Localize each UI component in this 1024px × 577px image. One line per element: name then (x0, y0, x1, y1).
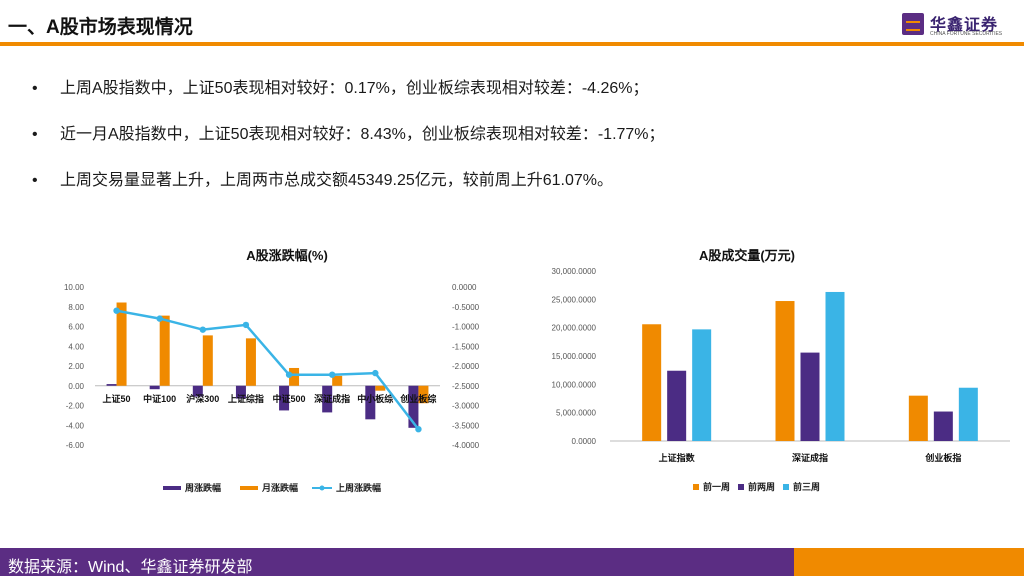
footer-accent (794, 548, 1024, 576)
line-point (372, 369, 379, 377)
bar-weekly (408, 385, 419, 428)
legend-swatch (693, 484, 699, 490)
bar-volume (825, 291, 845, 441)
legend-swatch (738, 484, 744, 490)
bar-volume (642, 324, 662, 441)
legend-marker (319, 485, 325, 491)
y-tick-left: 10.00 (64, 283, 85, 292)
bar-weekly (192, 385, 203, 397)
y-tick-right: -2.5000 (452, 382, 480, 391)
line-point (156, 315, 163, 322)
y-tick: 15,000.0000 (552, 352, 597, 361)
y-tick-right: -0.5000 (452, 303, 480, 312)
logo-subtitle: CHINA FORTUNE SECURITIES (930, 31, 1003, 37)
line-point (199, 326, 207, 333)
legend-label: 月涨跌幅 (261, 482, 298, 493)
y-tick-left: 0.00 (68, 382, 84, 391)
x-tick-label: 深证成指 (792, 452, 828, 463)
x-tick-label: 上证指数 (659, 452, 696, 463)
x-tick-label: 沪深300 (186, 393, 219, 404)
y-tick: 0.0000 (572, 437, 597, 446)
legend-swatch (240, 486, 258, 490)
summary-bullets: 上周A股指数中，上证50表现相对较好：0.17%，创业板综表现相对较差：-4.2… (30, 76, 990, 214)
legend-label: 前两周 (748, 481, 775, 492)
y-tick-left: -6.00 (66, 441, 85, 450)
chart-title: A股涨跌幅(%) (246, 248, 328, 263)
bar-volume (933, 411, 953, 441)
bar-volume (692, 329, 712, 441)
x-tick-label: 中证100 (143, 393, 176, 404)
bar-weekly (322, 385, 333, 413)
y-tick: 10,000.0000 (552, 380, 597, 389)
data-source: 数据来源：Wind、华鑫证券研发部 (8, 559, 253, 576)
chart-title: A股成交量(万元) (699, 248, 795, 263)
header-divider (0, 42, 1024, 46)
bar-weekly (106, 384, 117, 386)
y-tick-left: -2.00 (66, 402, 85, 411)
x-tick-label: 中证500 (273, 393, 306, 404)
x-tick-label: 上证综指 (228, 393, 264, 404)
bar-weekly (235, 385, 246, 399)
bar-weekly (279, 385, 290, 411)
line-point (285, 371, 293, 378)
bar-volume (667, 370, 687, 441)
x-tick-label: 创业板综 (399, 393, 436, 404)
y-tick: 25,000.0000 (552, 295, 597, 304)
y-tick-right: -3.0000 (452, 402, 480, 411)
legend-swatch (783, 484, 789, 490)
legend-label: 前三周 (793, 481, 820, 492)
y-tick: 5,000.0000 (556, 409, 597, 418)
legend-label: 上周涨跌幅 (336, 482, 381, 493)
bar-volume (958, 387, 978, 441)
bullet-item: 上周A股指数中，上证50表现相对较好：0.17%，创业板综表现相对较差：-4.2… (30, 76, 990, 122)
y-tick-right: -4.0000 (452, 441, 480, 450)
bar-monthly (245, 338, 256, 386)
footer-bar: 数据来源：Wind、华鑫证券研发部 (0, 548, 1024, 576)
bar-volume (775, 301, 795, 441)
y-tick-left: 8.00 (68, 303, 84, 312)
price-change-chart: A股涨跌幅(%) 10.00 8.00 6.00 4.00 2.00 0.00 -2.00 -4… (64, 248, 480, 493)
logo-name: 华鑫证券 (930, 17, 999, 34)
x-tick-label: 中小板综 (357, 393, 393, 404)
legend-swatch (163, 486, 181, 490)
volume-chart: A股成交量(万元) 30,000.0000 25,000.0000 20,000.00… (552, 248, 1010, 492)
y-tick-right: -1.5000 (452, 342, 480, 351)
y-tick-right: -3.5000 (452, 421, 480, 430)
y-tick-right: -2.0000 (452, 362, 480, 371)
page-title: 一、A股市场表现情况 (8, 17, 193, 38)
legend-label: 前一周 (703, 481, 730, 492)
bar-monthly (116, 302, 127, 386)
bar-monthly (332, 375, 343, 386)
bar-volume (800, 352, 820, 441)
line-point (113, 307, 120, 314)
company-logo: 华鑫证券 CHINA FORTUNE SECURITIES (902, 10, 1012, 40)
bar-weekly (149, 385, 160, 390)
y-tick-right: -1.0000 (452, 323, 480, 332)
logo-icon (902, 13, 924, 35)
x-tick-label: 深证成指 (314, 393, 350, 404)
bullet-item: 上周交易量显著上升，上周两市总成交额45349.25亿元，较前周上升61.07%… (30, 168, 990, 214)
line-point (328, 371, 336, 378)
y-tick-left: 6.00 (68, 323, 84, 332)
bar-monthly (289, 367, 300, 386)
legend-label: 周涨跌幅 (185, 482, 221, 493)
y-tick: 20,000.0000 (552, 324, 597, 333)
y-tick-left: -4.00 (66, 421, 85, 430)
bar-volume (908, 395, 928, 441)
bar-monthly (202, 335, 213, 386)
x-tick-label: 上证50 (103, 393, 131, 404)
y-tick-left: 2.00 (68, 362, 84, 371)
bullet-item: 近一月A股指数中，上证50表现相对较好：8.43%，创业板综表现相对较差：-1.… (30, 122, 990, 168)
bar-weekly (365, 385, 376, 420)
line-point (242, 321, 250, 329)
y-tick-right: 0.0000 (452, 283, 477, 292)
line-last-week (116, 309, 420, 430)
line-point (415, 426, 422, 433)
y-tick-left: 4.00 (68, 342, 84, 351)
bar-monthly (418, 385, 429, 404)
x-tick-label: 创业板指 (924, 452, 961, 463)
bar-monthly (375, 385, 386, 391)
y-tick: 30,000.0000 (552, 267, 597, 276)
bar-monthly (159, 315, 170, 386)
